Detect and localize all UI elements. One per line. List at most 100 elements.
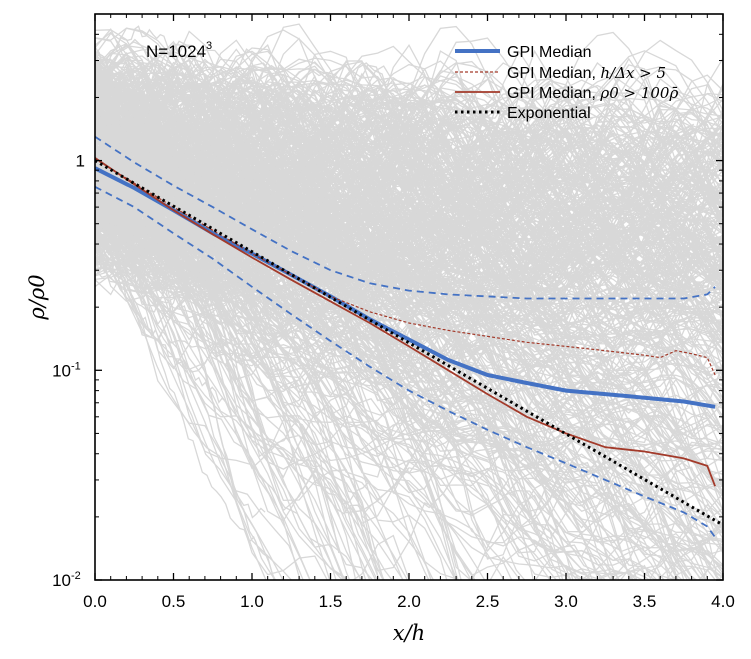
ensemble-profile <box>95 23 723 145</box>
ensemble-profile <box>95 89 443 178</box>
ensemble-profile <box>95 74 723 176</box>
ensemble-profile <box>95 72 723 257</box>
x-tick-label: 2.0 <box>397 592 421 611</box>
x-tick-label: 1.0 <box>240 592 264 611</box>
ensemble-profile <box>95 116 385 580</box>
ensemble-profile <box>95 84 723 212</box>
resolution-annotation: N=10243 <box>146 40 212 61</box>
ensemble-profile <box>95 200 591 580</box>
legend: GPI Median GPI Median, h/Δx > 5 GPI Medi… <box>455 44 678 122</box>
ensemble-profile <box>95 124 613 580</box>
ensemble-profile <box>95 113 723 529</box>
ensemble-profile <box>95 58 695 150</box>
legend-label-gpi-median: GPI Median <box>507 44 591 61</box>
y-tick-label: 10 <box>52 361 71 380</box>
ensemble-profile <box>95 167 723 348</box>
ensemble-profile <box>95 222 723 580</box>
ensemble-profile <box>95 167 552 326</box>
ensemble-profile <box>95 81 484 149</box>
ensemble-profile <box>95 215 723 347</box>
ensemble-profile <box>95 208 281 307</box>
ensemble-profile <box>95 37 723 181</box>
ensemble-profile <box>95 204 723 342</box>
ensemble-profile <box>95 198 374 580</box>
ensemble-profile <box>95 184 723 295</box>
x-axis-label: x/h <box>393 621 425 645</box>
ensemble-profile <box>95 51 381 580</box>
x-tick-label: 2.5 <box>476 592 500 611</box>
ensemble-profile <box>95 227 409 580</box>
ensemble-profile <box>95 233 593 580</box>
ensemble-profile <box>95 226 723 507</box>
ensemble-profile <box>95 107 723 156</box>
ensemble-profile <box>95 239 301 580</box>
y-tick-label: 1 <box>76 152 85 171</box>
ensemble-profile <box>95 204 434 274</box>
ensemble-profile <box>95 112 337 580</box>
series-line-exponential <box>95 159 723 527</box>
ensemble-profile <box>95 229 404 580</box>
ensemble-profile <box>95 108 459 580</box>
ensemble-profile <box>95 187 361 379</box>
ensemble-profile <box>95 92 723 242</box>
ensemble-profile <box>95 197 357 580</box>
ensemble-profile <box>95 221 667 361</box>
ensemble-profile <box>95 58 723 153</box>
ensemble-profile <box>95 126 723 432</box>
y-tick-exponent: -2 <box>71 570 81 582</box>
ensemble-profile <box>95 164 266 519</box>
ensemble-profile <box>95 77 723 124</box>
ensemble-profile <box>95 53 723 217</box>
legend-label-gpi-median-resolved: GPI Median, h/Δx > 5 <box>507 64 666 82</box>
ensemble-profile <box>95 67 223 175</box>
legend-label-gpi-median-dense: GPI Median, ρ0 > 100ρ̄ <box>507 84 678 102</box>
legend-label-exponential: Exponential <box>507 105 591 122</box>
x-tick-label: 3.5 <box>633 592 657 611</box>
ensemble-profile <box>95 61 578 580</box>
ensemble-profile <box>95 238 275 580</box>
ensemble-profile <box>95 155 284 580</box>
ensemble-profile <box>95 101 380 580</box>
ensemble-profile <box>95 31 723 216</box>
ensemble-profile <box>95 212 276 580</box>
ensemble-profile <box>95 236 304 580</box>
ensemble-profile <box>95 173 521 580</box>
ensemble-profile <box>95 132 145 237</box>
ensemble-profile <box>95 122 723 199</box>
series-line-gpi-upper-band <box>95 135 716 300</box>
ensemble-profile <box>95 130 723 251</box>
x-tick-label: 3.0 <box>554 592 578 611</box>
ensemble-profile <box>95 235 267 580</box>
ensemble-profile <box>95 56 698 206</box>
ensemble-profile <box>95 210 721 311</box>
ensemble-profile <box>95 109 723 254</box>
y-axis-label: ρ/ρ0 <box>25 274 49 320</box>
x-tick-label: 4.0 <box>711 592 735 611</box>
ensemble-profile-lines <box>95 23 723 580</box>
ensemble-profile <box>95 226 723 345</box>
ensemble-profile <box>95 170 486 580</box>
ensemble-profile <box>95 95 358 242</box>
ensemble-profile <box>95 98 723 463</box>
x-tick-label: 1.5 <box>319 592 343 611</box>
ensemble-profile <box>95 64 723 229</box>
ensemble-profile <box>95 90 325 286</box>
series-layer <box>95 135 723 538</box>
series-line-gpi-median-dense <box>95 157 716 487</box>
ensemble-profile <box>95 167 723 329</box>
ensemble-profile <box>95 99 707 580</box>
ensemble-profile <box>95 246 343 580</box>
ensemble-profile <box>95 101 351 580</box>
ensemble-profile <box>95 241 311 580</box>
ensemble-profile <box>95 196 384 580</box>
ensemble-profile <box>95 118 723 189</box>
series-line-gpi-lower-band <box>95 186 716 538</box>
ensemble-profile <box>95 38 415 156</box>
ensemble-profile <box>95 204 592 580</box>
x-tick-label: 0.0 <box>83 592 107 611</box>
ensemble-profile <box>95 75 286 133</box>
ensemble-profile <box>95 134 723 462</box>
ensemble-profile <box>95 51 723 205</box>
